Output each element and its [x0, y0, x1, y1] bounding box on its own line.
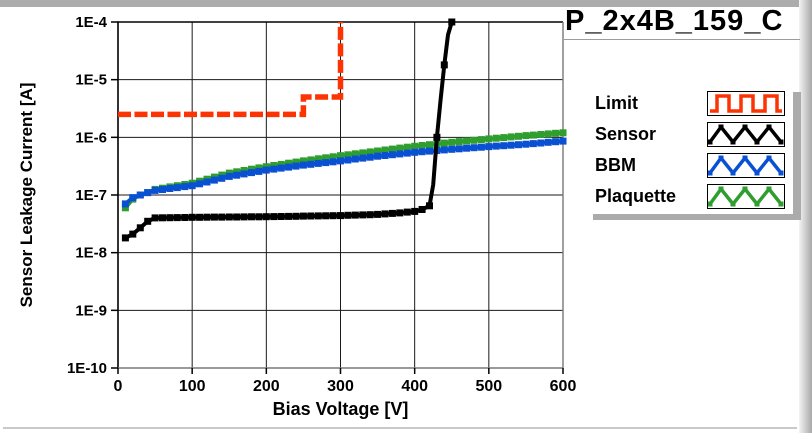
axis-tick-labels: 1E-4 1E-5 1E-6 1E-7 1E-8 1E-9 1E-10 0 100 200 300 4…	[67, 14, 576, 395]
series-plaquette	[121, 129, 567, 212]
zigzag-icon	[708, 155, 784, 176]
svg-text:0: 0	[114, 378, 123, 395]
window-right-edge	[799, 0, 812, 433]
svg-text:500: 500	[475, 378, 502, 395]
legend-label-limit: Limit	[595, 93, 638, 113]
svg-text:1E-6: 1E-6	[75, 129, 107, 146]
legend-line-style-bbm[interactable]	[707, 153, 785, 178]
zigzag-icon	[708, 124, 784, 145]
svg-text:1E-9: 1E-9	[75, 302, 107, 319]
legend-item-limit: Limit	[585, 88, 793, 119]
svg-text:300: 300	[327, 378, 354, 395]
svg-text:1E-7: 1E-7	[75, 187, 107, 204]
svg-text:1E-10: 1E-10	[67, 360, 107, 377]
legend-item-sensor: Sensor	[585, 119, 793, 150]
legend-label-sensor: Sensor	[595, 124, 657, 144]
window-bottom-edge	[3, 427, 797, 429]
square-wave-icon	[710, 94, 782, 113]
series-bbm	[121, 137, 567, 208]
axis-ticks	[111, 21, 564, 374]
svg-text:1E-4: 1E-4	[75, 14, 107, 31]
plot-legend: Limit Sensor BBM Plaquette	[585, 86, 793, 214]
legend-item-bbm: BBM	[585, 150, 793, 181]
svg-text:1E-8: 1E-8	[75, 245, 107, 262]
graph-title: P_2x4B_159_C	[565, 5, 784, 37]
zigzag-icon	[708, 186, 784, 207]
legend-item-plaquette: Plaquette	[585, 181, 793, 212]
svg-text:400: 400	[401, 378, 428, 395]
window-top-edge	[0, 0, 812, 7]
svg-text:200: 200	[253, 378, 280, 395]
legend-line-style-limit[interactable]	[707, 91, 785, 116]
svg-text:1E-5: 1E-5	[75, 72, 107, 89]
svg-text:100: 100	[179, 378, 206, 395]
graph-title-underline	[564, 39, 800, 40]
legend-line-style-plaquette[interactable]	[707, 184, 785, 209]
legend-line-style-sensor[interactable]	[707, 122, 785, 147]
legend-label-plaquette: Plaquette	[595, 186, 677, 206]
series-sensor	[121, 18, 456, 242]
gridlines	[118, 22, 563, 368]
x-axis-label: Bias Voltage [V]	[272, 399, 409, 419]
legend-label-bbm: BBM	[595, 155, 636, 175]
svg-text:600: 600	[550, 378, 577, 395]
series-limit	[118, 22, 344, 118]
